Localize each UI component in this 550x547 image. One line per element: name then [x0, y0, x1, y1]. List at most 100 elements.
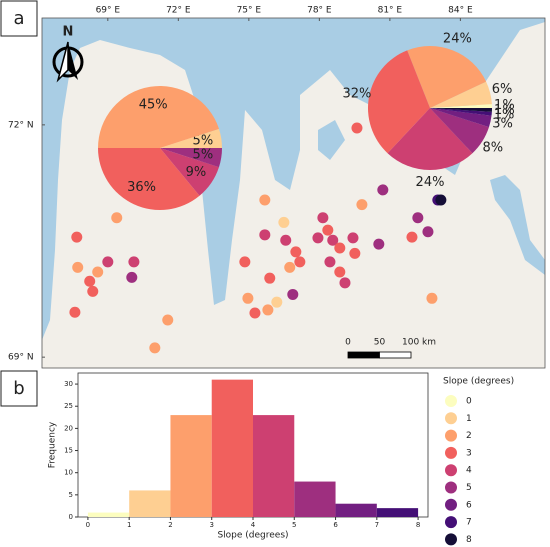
site-point — [351, 122, 363, 134]
site-point — [426, 292, 438, 304]
pie-label: 5% — [193, 147, 214, 162]
x-axis-label: Slope (degrees) — [217, 531, 288, 541]
site-point — [262, 304, 274, 316]
site-point — [435, 194, 447, 206]
pie-slice — [98, 86, 219, 148]
bar — [253, 415, 295, 517]
site-point — [72, 261, 84, 273]
x-tick-label: 5 — [292, 521, 296, 529]
bar — [129, 490, 171, 517]
legend-label: 6 — [466, 500, 472, 510]
legend-swatch — [445, 395, 457, 407]
x-tick-label: 6 — [333, 521, 338, 529]
site-point — [334, 242, 346, 254]
site-point — [290, 246, 302, 258]
site-point — [249, 307, 261, 319]
x-tick-label: 2 — [168, 521, 172, 529]
site-point — [149, 342, 161, 354]
pie-label: 1% — [494, 103, 515, 118]
pie-label: 9% — [186, 165, 207, 180]
pie-slice — [160, 148, 219, 196]
site-point — [126, 271, 138, 283]
north-label: N — [63, 25, 74, 40]
legend-swatch — [445, 446, 457, 459]
x-tick-label: 7 — [375, 521, 379, 529]
pie-slice — [368, 50, 430, 154]
site-point — [334, 266, 346, 278]
scale-segment — [347, 351, 380, 359]
site-point — [406, 231, 418, 243]
north-arrow: N — [52, 25, 84, 83]
pie-label: 6% — [492, 82, 513, 97]
scale-segment — [379, 351, 412, 359]
legend-label: 4 — [466, 466, 472, 476]
x-tick-label: 0 — [86, 521, 90, 529]
pie-slice — [430, 108, 492, 112]
y-tick-label: 25 — [64, 402, 73, 410]
legend-swatch — [445, 464, 457, 477]
bar — [170, 415, 212, 517]
site-point — [356, 199, 368, 211]
lat-label: 72° N — [8, 120, 34, 130]
site-point — [317, 212, 329, 224]
y-tick-label: 5 — [69, 491, 73, 499]
panel-box — [0, 370, 38, 407]
panel-label: a — [13, 8, 24, 29]
pie-slice — [430, 104, 492, 108]
y-tick-label: 10 — [64, 469, 73, 477]
pie-label: 1% — [494, 98, 515, 113]
site-point — [324, 256, 336, 268]
site-point — [339, 277, 351, 289]
pie-slice — [98, 148, 200, 210]
site-point — [239, 256, 251, 268]
pie-slice — [407, 46, 487, 108]
bar — [211, 379, 253, 517]
lon-label: 84° E — [448, 6, 473, 16]
site-point — [280, 234, 292, 246]
legend-swatch — [445, 516, 457, 529]
legend-title: Slope (degrees) — [443, 377, 514, 387]
site-point — [347, 232, 359, 244]
site-point — [271, 296, 283, 308]
pie-slice — [387, 108, 473, 170]
site-point — [102, 256, 114, 268]
y-axis-label: Frequency — [48, 421, 58, 468]
site-point — [422, 226, 434, 238]
site-point — [327, 234, 339, 246]
pie-label: 8% — [483, 140, 504, 155]
panel-box — [0, 0, 38, 37]
bar — [376, 508, 419, 517]
legend-label: 1 — [466, 414, 472, 424]
x-tick-label: 1 — [127, 521, 131, 529]
site-point — [312, 232, 324, 244]
lon-label: 69° E — [96, 6, 121, 16]
legend-label: 5 — [466, 483, 472, 493]
pie-label: 32% — [342, 87, 371, 102]
legend-label: 7 — [466, 518, 472, 528]
y-tick-label: 0 — [69, 513, 73, 521]
legend-label: 2 — [466, 431, 472, 441]
bar — [87, 512, 130, 517]
pie-slice — [160, 128, 222, 148]
site-point — [377, 184, 389, 196]
site-point — [162, 314, 174, 326]
legend-label: 0 — [466, 397, 472, 407]
pie-label: 36% — [127, 180, 156, 195]
pie-slice — [430, 81, 492, 108]
scale-label: 0 — [345, 338, 351, 348]
site-point — [259, 194, 271, 206]
legend-swatch — [445, 412, 457, 425]
site-point — [373, 238, 385, 250]
legend-label: 8 — [466, 535, 472, 545]
y-tick-label: 15 — [64, 447, 73, 455]
pie-slice — [430, 108, 489, 154]
site-point — [264, 272, 276, 284]
pie-label: 5% — [193, 134, 214, 149]
y-tick-label: 30 — [64, 380, 73, 388]
pie-label: 45% — [139, 98, 168, 113]
site-point — [84, 275, 96, 287]
lon-label: 75° E — [237, 6, 262, 16]
pie-slice — [430, 108, 492, 116]
site-point — [111, 212, 123, 224]
